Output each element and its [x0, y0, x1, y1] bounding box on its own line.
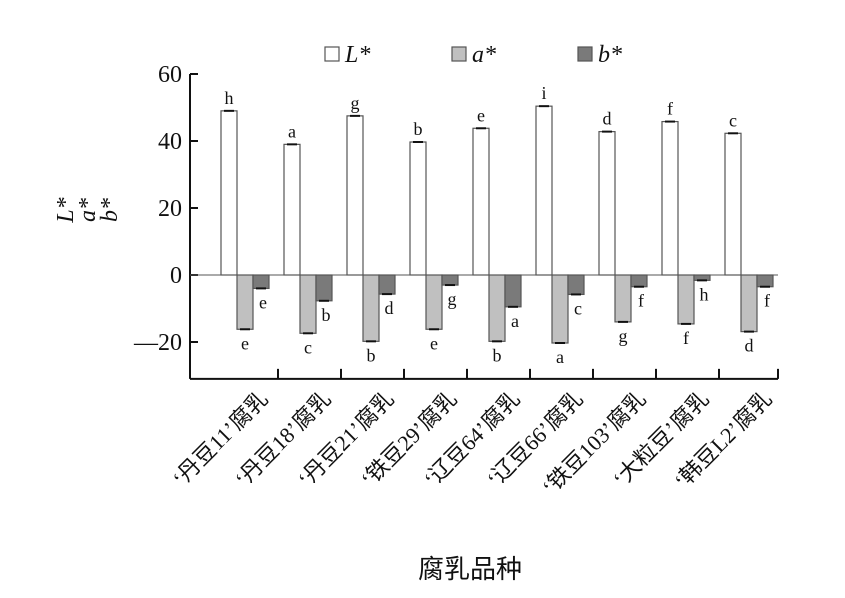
legend-swatch: [451, 46, 467, 62]
bar-L: [535, 105, 553, 276]
y-axis-label-line: b*: [97, 198, 123, 222]
bar-a: [551, 274, 569, 344]
significance-label: f: [764, 291, 770, 311]
bar-L: [724, 132, 742, 276]
significance-label: b: [322, 305, 331, 325]
significance-label: d: [385, 298, 394, 318]
legend-label: a*: [472, 42, 496, 68]
bar-b: [756, 274, 774, 288]
legend-swatch: [577, 46, 593, 62]
significance-label: d: [603, 109, 612, 129]
bar-L: [220, 110, 238, 276]
y-tick-label: 20: [158, 196, 182, 222]
bar-a: [488, 274, 506, 342]
bar-a: [236, 274, 254, 330]
significance-label: i: [541, 83, 546, 103]
y-tick-label: 0: [170, 263, 182, 289]
bar-b: [315, 274, 333, 302]
bar-b: [378, 274, 396, 295]
significance-label: e: [259, 292, 267, 312]
significance-label: c: [729, 110, 737, 130]
bar-b: [252, 274, 270, 289]
significance-label: c: [304, 337, 312, 357]
significance-label: a: [511, 311, 519, 331]
y-axis-label-line: a*: [75, 198, 101, 222]
bar-b: [630, 274, 648, 288]
significance-label: g: [448, 289, 457, 309]
bar-L: [661, 120, 679, 276]
legend-label: b*: [598, 42, 622, 68]
bar-a: [740, 274, 758, 333]
significance-label: b: [367, 345, 376, 365]
legend-label: L*: [344, 42, 370, 68]
significance-label: e: [430, 333, 438, 353]
bar-L: [409, 141, 427, 276]
significance-label: a: [556, 347, 564, 367]
significance-label: b: [493, 345, 502, 365]
bar-L: [346, 115, 364, 276]
y-tick-label: 60: [158, 62, 182, 88]
significance-label: c: [574, 298, 582, 318]
y-axis-label: L*a*b*: [53, 197, 123, 223]
legend: L* a* b*: [324, 42, 622, 68]
significance-label: d: [745, 336, 754, 356]
bar-L: [472, 127, 490, 276]
bar-a: [425, 274, 443, 330]
bar-a: [614, 274, 632, 323]
significance-label: a: [288, 121, 296, 141]
bar-a: [677, 274, 695, 325]
bar-b: [567, 274, 585, 296]
y-tick-label: —20: [133, 330, 182, 356]
x-axis-label: 腐乳品种: [418, 555, 522, 584]
significance-label: e: [241, 333, 249, 353]
significance-label: f: [683, 328, 689, 348]
legend-swatch: [324, 46, 340, 62]
bar-L: [598, 131, 616, 276]
bar-b: [504, 274, 522, 308]
significance-label: f: [638, 291, 644, 311]
y-axis-label-line: L*: [53, 197, 79, 223]
significance-label: b: [414, 119, 423, 139]
significance-label: g: [619, 326, 628, 346]
significance-label: e: [477, 105, 485, 125]
x-axis: ‘丹豆11’腐乳‘丹豆18’腐乳‘丹豆21’腐乳‘铁豆29’腐乳‘辽豆64’腐乳…: [168, 368, 779, 500]
bar-a: [362, 274, 380, 342]
significance-label: h: [225, 88, 234, 108]
bar-L: [283, 143, 301, 276]
bar-a: [299, 274, 317, 334]
bar-b: [441, 274, 459, 286]
significance-label: h: [700, 284, 709, 304]
significance-label: g: [351, 93, 360, 113]
y-tick-label: 40: [158, 129, 182, 155]
significance-label: f: [667, 99, 673, 119]
